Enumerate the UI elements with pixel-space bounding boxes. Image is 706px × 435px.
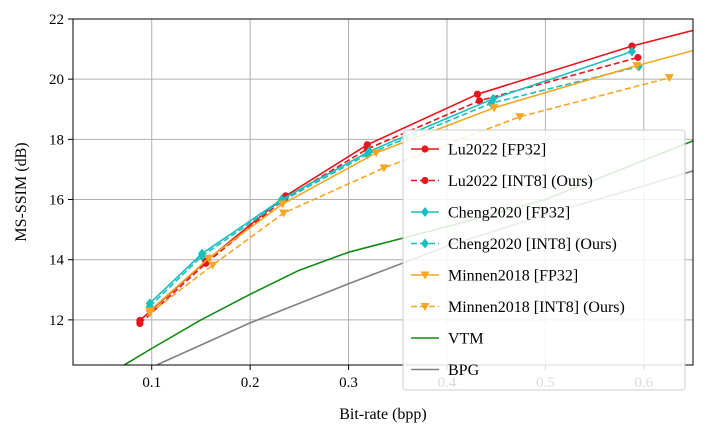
- data-point: [515, 113, 525, 122]
- x-axis-label: Bit-rate (bpp): [339, 406, 427, 423]
- legend-marker: [421, 238, 429, 249]
- series-minnen2018-fp32: [145, 49, 693, 316]
- data-point: [197, 251, 206, 262]
- data-point: [379, 164, 389, 173]
- data-point: [632, 62, 642, 71]
- data-point: [136, 319, 144, 328]
- legend-label: Minnen2018 [INT8] (Ours): [448, 299, 625, 316]
- legend-label: Minnen2018 [FP32]: [448, 268, 578, 285]
- legend-item: Lu2022 [FP32]: [411, 142, 546, 159]
- legend-box: [402, 129, 686, 391]
- data-point: [473, 90, 482, 98]
- y-tick-label: 12: [49, 313, 64, 329]
- legend-marker: [421, 176, 429, 185]
- legend-item: Minnen2018 [FP32]: [411, 268, 578, 285]
- series-line: [149, 65, 640, 307]
- legend-item: Minnen2018 [INT8] (Ours): [411, 299, 625, 316]
- legend-label: Lu2022 [FP32]: [448, 142, 546, 159]
- data-point: [278, 200, 288, 209]
- y-axis-label: MS-SSIM (dB): [13, 142, 30, 241]
- data-point: [208, 261, 218, 270]
- legend-label: VTM: [448, 331, 484, 348]
- x-tick-label: 0.1: [142, 375, 161, 391]
- data-point: [475, 97, 484, 105]
- legend-marker: [421, 207, 429, 217]
- series-line: [149, 50, 633, 304]
- y-tick-label: 22: [49, 12, 64, 28]
- legend-item: VTM: [411, 331, 484, 348]
- legend-label: Cheng2020 [FP32]: [448, 205, 570, 222]
- legend: Lu2022 [FP32] Lu2022 [INT8] (Ours) Cheng20…: [402, 129, 686, 391]
- y-tick-label: 16: [49, 193, 65, 209]
- data-point: [145, 309, 155, 318]
- plot-frame: [72, 18, 694, 366]
- legend-marker: [421, 145, 429, 153]
- series-minnen2018-int8-ours: [145, 74, 674, 318]
- legend-label: Lu2022 [INT8] (Ours): [448, 173, 593, 190]
- data-point: [628, 42, 636, 50]
- data-point: [634, 53, 642, 62]
- series-line: [149, 76, 670, 314]
- series-layer: [123, 29, 693, 365]
- y-tick-label: 18: [49, 132, 64, 148]
- data-point: [664, 74, 674, 83]
- data-point: [204, 254, 214, 263]
- y-tick-label: 20: [49, 72, 64, 88]
- legend-item: Cheng2020 [FP32]: [411, 205, 570, 222]
- legend-label: Cheng2020 [INT8] (Ours): [448, 236, 617, 253]
- x-tick-label: 0.2: [241, 375, 260, 391]
- data-point: [627, 46, 636, 57]
- data-point: [371, 149, 381, 158]
- data-point: [489, 104, 499, 113]
- legend-marker: [420, 271, 430, 280]
- legend-item: BPG: [411, 362, 480, 379]
- legend-item: Lu2022 [INT8] (Ours): [411, 173, 593, 190]
- legend-marker: [420, 303, 430, 311]
- data-point: [279, 209, 289, 218]
- legend-label: BPG: [448, 362, 480, 379]
- y-tick-label: 14: [49, 253, 65, 269]
- legend-item: Cheng2020 [INT8] (Ours): [411, 236, 617, 253]
- x-tick-label: 0.3: [339, 375, 358, 391]
